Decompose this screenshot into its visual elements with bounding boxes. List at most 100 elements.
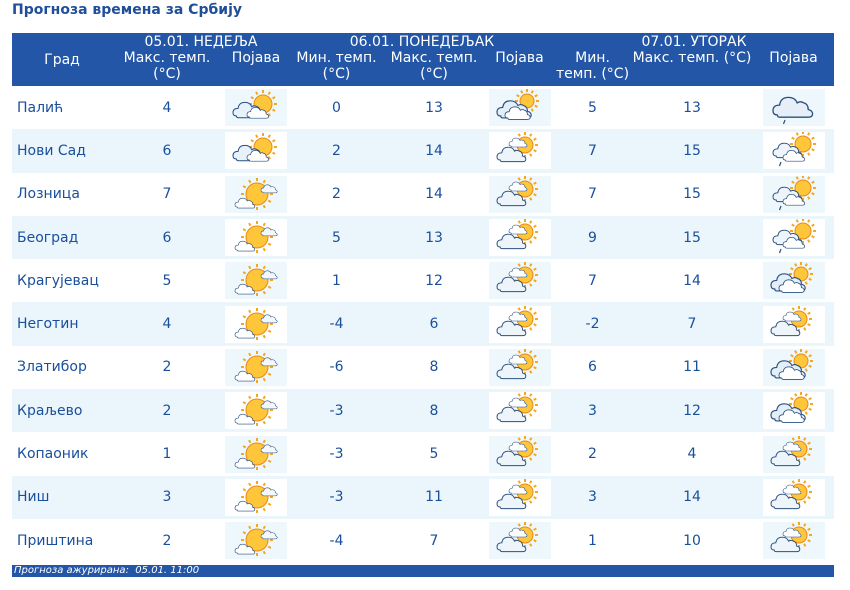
day3-weather-cell (753, 432, 834, 475)
day1-weather-cell (222, 302, 290, 346)
day2-max-temp: 6 (383, 302, 485, 346)
forecast-table-wrapper: Град 05.01. НЕДЕЉА 06.01. ПОНЕДЕЉАК 07.0… (12, 33, 834, 562)
day3-weather-cell (753, 86, 834, 129)
day3-weather-cell (753, 475, 834, 519)
day1-max-temp: 1 (162, 446, 172, 463)
city-name: Лозница (17, 186, 80, 203)
table-row: Нови Сад 6 2 14 7 15 (12, 129, 834, 173)
footer-updated-time: 05.01. 11:00 (135, 565, 200, 576)
day2-max-temp: 13 (425, 99, 443, 116)
mostly-cloudy-icon (762, 348, 825, 386)
day1-max-temp: 3 (112, 475, 222, 519)
sunny-small-cloud-icon (225, 175, 287, 213)
day3-min-temp: 3 (554, 389, 631, 433)
day2-max-temp: 13 (383, 215, 485, 260)
city-name: Копаоник (17, 446, 89, 463)
table-row: Копаоник 1 -3 5 2 4 (12, 432, 834, 475)
day1-max-temp: 6 (112, 215, 222, 260)
day1-weather-cell (222, 346, 290, 389)
sunny-small-cloud-icon (225, 305, 287, 343)
partly-cloudy-icon (762, 522, 825, 560)
table-row: Лозница 7 2 14 7 15 (12, 173, 834, 216)
day2-min-temp: 1 (332, 272, 341, 289)
day3-max-temp: 12 (631, 389, 753, 433)
day2-min-temp: 0 (332, 99, 341, 116)
day2-max-temp: 8 (429, 359, 439, 376)
city-name: Палић (17, 99, 64, 116)
day1-weather-cell (222, 173, 290, 216)
day1-weather-cell (222, 389, 290, 433)
table-header: Град 05.01. НЕДЕЉА 06.01. ПОНЕДЕЉАК 07.0… (12, 33, 834, 86)
day3-weather-cell (753, 259, 834, 302)
day2-weather-cell (485, 129, 554, 173)
day2-weather-cell (485, 86, 554, 129)
day2-max-temp: 8 (383, 389, 485, 433)
day2-weather-cell (485, 259, 554, 302)
city-name: Нови Сад (12, 129, 112, 173)
day2-min-temp: 2 (290, 129, 383, 173)
mostly-cloudy-icon (762, 262, 825, 300)
day2-date-header: 06.01. ПОНЕДЕЉАК (290, 33, 554, 50)
day2-min-temp-header: Мин. темп. (°C) (290, 50, 383, 86)
city-name: Крагујевац (17, 272, 99, 289)
table-row: Ниш 3 -3 11 3 14 (12, 475, 834, 519)
day2-min-temp: -3 (290, 389, 383, 433)
day2-min-temp: 5 (290, 215, 383, 260)
day3-max-temp: 15 (683, 186, 701, 203)
day1-max-temp: 7 (162, 186, 172, 203)
partly-cloudy-icon (488, 305, 551, 343)
day3-min-temp: -2 (554, 302, 631, 346)
day3-weather-cell (753, 302, 834, 346)
sunny-small-cloud-icon (225, 435, 287, 473)
page-title: Прогноза времена за Србију (12, 2, 242, 18)
day2-min-temp: -6 (329, 359, 344, 376)
mostly-cloudy-icon (488, 89, 551, 127)
day1-weather-cell (222, 86, 290, 129)
day1-max-temp: 4 (162, 99, 172, 116)
day1-max-temp: 2 (162, 532, 172, 549)
day1-weather-cell (222, 432, 290, 475)
day2-weather-cell (485, 346, 554, 389)
day3-min-temp: 1 (588, 532, 597, 549)
city-name: Неготин (12, 302, 112, 346)
partly-cloudy-icon (488, 522, 551, 560)
table-row: Крагујевац 5 1 12 7 14 (12, 259, 834, 302)
city-name: Ниш (12, 475, 112, 519)
footer-label: Прогноза ажурирана: (14, 565, 129, 576)
table-row: Златибор 2 -6 8 6 11 (12, 346, 834, 389)
day1-weather-cell (222, 129, 290, 173)
day3-weather-cell (753, 215, 834, 260)
day3-min-temp: 5 (588, 99, 597, 116)
day3-weather-cell (753, 519, 834, 562)
day3-max-temp: 10 (683, 532, 701, 549)
partly-cloudy-icon (762, 435, 825, 473)
day2-weather-cell (485, 519, 554, 562)
day2-weather-cell (485, 302, 554, 346)
day3-max-temp: 15 (631, 129, 753, 173)
day1-max-temp: 6 (112, 129, 222, 173)
sun-cloud-rain-icon (762, 219, 825, 257)
day3-max-temp: 13 (683, 99, 701, 116)
day1-max-temp: 2 (162, 359, 172, 376)
day3-min-temp: 7 (588, 272, 597, 289)
day3-max-temp: 14 (683, 272, 701, 289)
light-rain-cloud-icon (762, 89, 825, 127)
day1-date-header: 05.01. НЕДЕЉА (112, 33, 290, 50)
partly-cloudy-icon (762, 478, 825, 516)
day3-max-temp-header: Макс. темп. (°C) (631, 50, 753, 86)
day2-min-temp: -4 (329, 532, 344, 549)
partly-sunny-icon (225, 132, 287, 170)
day3-max-temp: 11 (683, 359, 701, 376)
day2-min-temp: -3 (329, 446, 344, 463)
city-name: Краљево (12, 389, 112, 433)
city-name: Београд (12, 215, 112, 260)
sunny-small-cloud-icon (225, 219, 287, 257)
day3-icon-header: Појава (753, 50, 834, 86)
table-body: Палић 4 0 13 5 13 Нови Сад 6 2 14 7 15 Лозница 7 2 14 7 1… (12, 86, 834, 562)
day3-min-temp: 3 (554, 475, 631, 519)
day2-min-temp: 2 (332, 186, 341, 203)
day2-icon-header: Појава (485, 50, 554, 86)
day2-max-temp-header: Макс. темп. (°C) (383, 50, 485, 86)
day3-min-temp: 6 (588, 359, 597, 376)
partly-cloudy-icon (488, 132, 551, 170)
